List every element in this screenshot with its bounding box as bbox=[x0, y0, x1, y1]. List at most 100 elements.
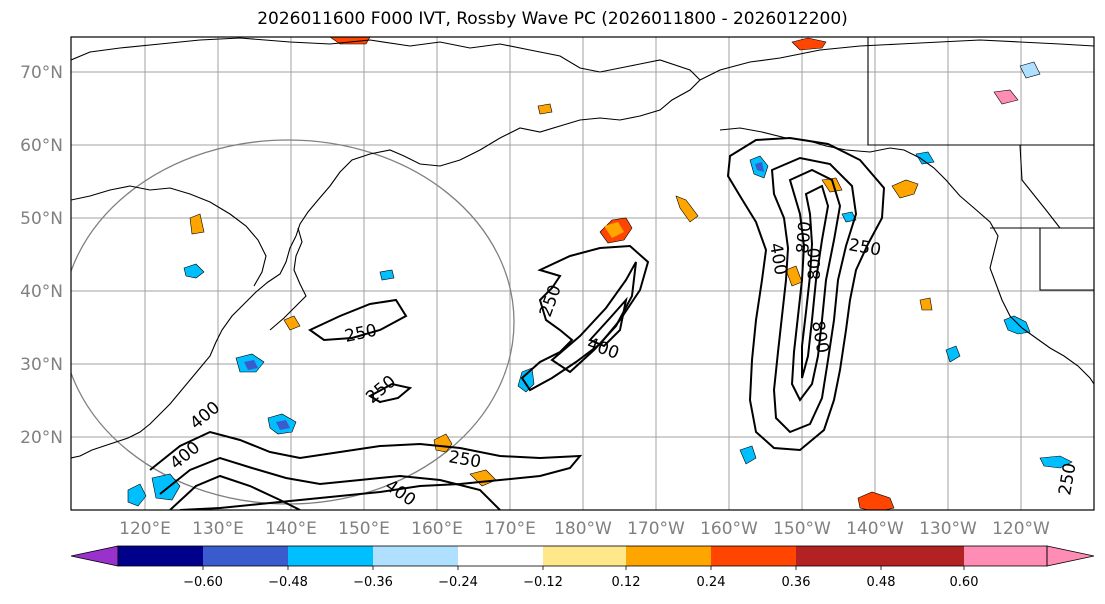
ivt-contour-400 bbox=[550, 261, 637, 374]
anomaly-patch bbox=[841, 211, 857, 223]
colorbar-extend-low bbox=[70, 545, 119, 567]
colorbar-tick-label: −0.48 bbox=[268, 575, 308, 590]
ivt-contours bbox=[149, 136, 886, 510]
ivt-contour-800 bbox=[588, 296, 628, 348]
colorbar-segment bbox=[373, 546, 458, 566]
colorbar-tick-label: 0.48 bbox=[867, 575, 896, 590]
anomaly-patch bbox=[127, 483, 147, 507]
colorbar-segment bbox=[626, 546, 711, 566]
anomaly-patch bbox=[675, 195, 699, 223]
ivt-contour-800 bbox=[801, 184, 830, 379]
anomaly-patch bbox=[993, 89, 1019, 105]
lon-tick-label: 160°W bbox=[700, 519, 758, 539]
lon-tick-label: 150°W bbox=[773, 519, 831, 539]
colorbar-segment bbox=[543, 546, 626, 566]
anomaly-patch bbox=[791, 37, 827, 51]
border-path bbox=[1039, 228, 1094, 291]
colorbar-tick-label: −0.12 bbox=[523, 575, 563, 590]
ivt-contour-250 bbox=[308, 298, 408, 342]
contour-label: 800 bbox=[793, 220, 816, 254]
anomaly-patch bbox=[379, 269, 395, 281]
anomaly-patch bbox=[945, 345, 961, 363]
lat-tick-label: 70°N bbox=[20, 63, 63, 83]
border-path bbox=[867, 37, 1094, 146]
anomaly-patch bbox=[183, 263, 205, 279]
anomaly-patch bbox=[915, 151, 935, 165]
colorbar-segment bbox=[288, 546, 373, 566]
colorbar-segment bbox=[203, 546, 288, 566]
colorbar-segment bbox=[118, 546, 203, 566]
ivt-contour-400 bbox=[770, 156, 858, 434]
anomaly-patch bbox=[604, 222, 624, 238]
ivt-contour-250 bbox=[726, 136, 886, 452]
lon-tick-label: 150°E bbox=[338, 519, 390, 539]
border-path bbox=[1019, 144, 1061, 229]
coastline-path bbox=[699, 39, 1094, 81]
anomaly-patch bbox=[283, 315, 301, 331]
colorbar: −0.60 −0.48 −0.36 −0.24 −0.12 0.12 0.24 … bbox=[70, 545, 1095, 590]
coastline-path bbox=[719, 127, 1094, 385]
colorbar-outline bbox=[117, 545, 1048, 567]
colorbar-tick-label: −0.24 bbox=[438, 575, 478, 590]
longitude-axis: 120°E 130°E 140°E 150°E 160°E 170°E 180°… bbox=[119, 519, 1050, 539]
colorbar-segment bbox=[796, 546, 881, 566]
ivt-contour-800 bbox=[788, 168, 842, 402]
colorbar-segment bbox=[964, 546, 1047, 566]
coastline-path bbox=[269, 227, 307, 331]
colorbar-extend-high bbox=[1046, 545, 1095, 567]
lat-tick-label: 60°N bbox=[20, 136, 63, 156]
coastlines bbox=[71, 37, 1094, 459]
lon-tick-label: 170°W bbox=[627, 519, 685, 539]
map-title: 2026011600 F000 IVT, Rossby Wave PC (202… bbox=[257, 9, 848, 29]
anomaly-patch bbox=[189, 213, 205, 235]
colorbar-tick-label: 0.36 bbox=[782, 575, 811, 590]
ivt-contour-250 bbox=[149, 430, 583, 510]
colorbar-segment bbox=[881, 546, 964, 566]
ivt-contour-250 bbox=[520, 244, 650, 392]
ivt-contour-400 bbox=[159, 456, 501, 510]
colorbar-tick-label: 0.24 bbox=[697, 575, 726, 590]
anomaly-patch bbox=[1019, 61, 1041, 79]
anomaly-patch bbox=[537, 103, 553, 115]
lon-tick-label: 130°W bbox=[919, 519, 977, 539]
ivt-contour-800 bbox=[169, 474, 301, 510]
ivt-contour-250 bbox=[367, 382, 413, 404]
lat-tick-label: 20°N bbox=[20, 428, 63, 448]
lon-tick-label: 180°W bbox=[554, 519, 612, 539]
lon-tick-label: 140°E bbox=[265, 519, 317, 539]
lat-tick-label: 30°N bbox=[20, 355, 63, 375]
lon-tick-label: 120°W bbox=[992, 519, 1050, 539]
colorbar-tick-label: 0.12 bbox=[612, 575, 641, 590]
lon-tick-label: 120°E bbox=[119, 519, 171, 539]
map-border bbox=[70, 36, 1095, 511]
anomaly-patch bbox=[151, 473, 181, 501]
colorbar-tick-label: −0.60 bbox=[183, 575, 223, 590]
lon-tick-label: 170°E bbox=[484, 519, 536, 539]
anomaly-patch bbox=[857, 491, 895, 510]
coastline-path bbox=[71, 235, 297, 459]
anomaly-patch bbox=[517, 367, 535, 393]
anomaly-patch bbox=[891, 179, 919, 199]
anomaly-patch bbox=[329, 37, 371, 45]
lat-tick-label: 50°N bbox=[20, 209, 63, 229]
lon-tick-label: 160°E bbox=[411, 519, 463, 539]
anomaly-patch bbox=[276, 420, 290, 430]
lat-tick-label: 40°N bbox=[20, 282, 63, 302]
latitude-axis: 70°N 60°N 50°N 40°N 30°N 20°N bbox=[20, 63, 63, 448]
anomaly-patch bbox=[1039, 455, 1073, 469]
pc-anomaly-patches bbox=[127, 37, 1073, 510]
lon-tick-label: 130°E bbox=[192, 519, 244, 539]
lon-tick-label: 140°W bbox=[846, 519, 904, 539]
colorbar-segment bbox=[458, 546, 543, 566]
coastline-path bbox=[71, 37, 701, 237]
anomaly-patch bbox=[244, 360, 258, 370]
contour-label: 800 bbox=[805, 248, 825, 280]
anomaly-patch bbox=[739, 445, 757, 465]
colorbar-tick-label: −0.36 bbox=[353, 575, 393, 590]
coastline-path bbox=[71, 185, 267, 287]
colorbar-segment bbox=[711, 546, 796, 566]
anomaly-patch bbox=[919, 297, 933, 311]
anomaly-patch bbox=[755, 162, 764, 172]
colorbar-tick-label: 0.60 bbox=[950, 575, 979, 590]
